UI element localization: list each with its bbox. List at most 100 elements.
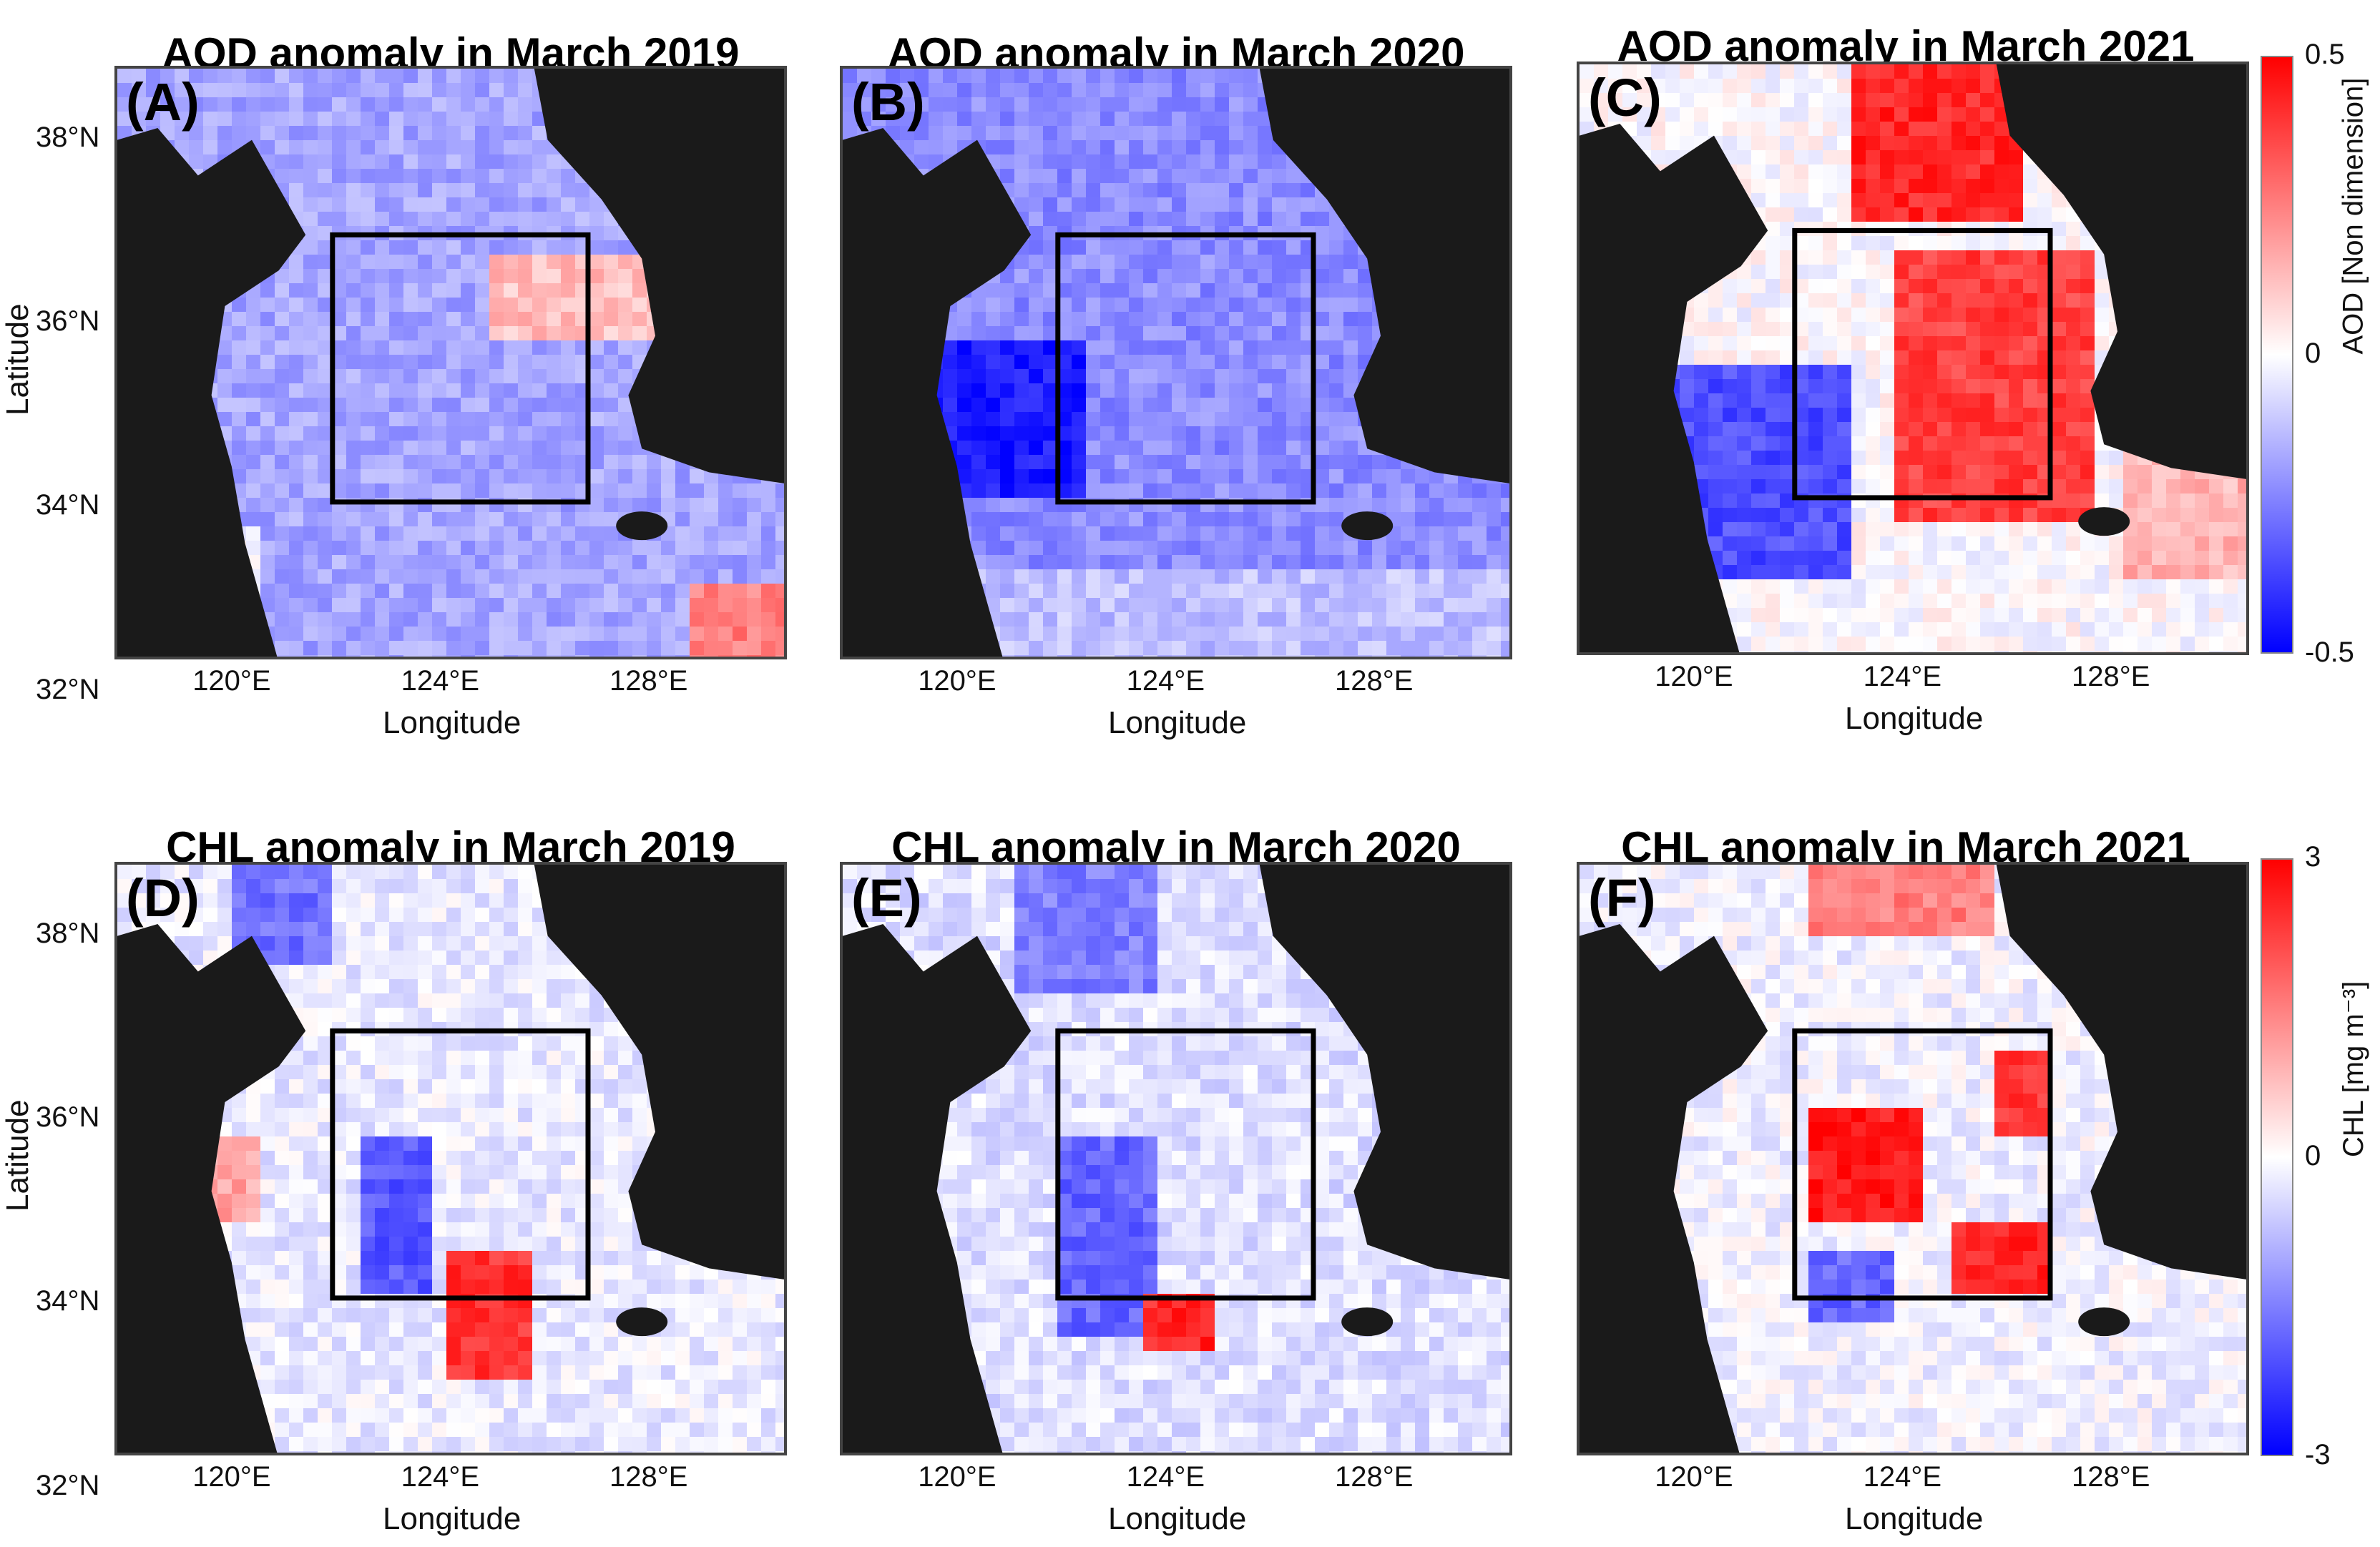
anomaly-cell — [1608, 79, 1622, 93]
anomaly-cell — [432, 469, 446, 483]
anomaly-cell — [1186, 655, 1200, 657]
anomaly-cell — [1200, 140, 1215, 154]
anomaly-cell — [1014, 498, 1029, 512]
anomaly-cell — [461, 398, 475, 412]
anomaly-cell — [361, 555, 375, 569]
anomaly-cell — [1215, 298, 1229, 312]
anomaly-cell — [489, 83, 504, 97]
anomaly-cell — [260, 355, 275, 369]
lon-tick-label: 128°E — [1335, 665, 1414, 697]
anomaly-cell — [489, 627, 504, 641]
anomaly-cell — [1286, 398, 1301, 412]
anomaly-cell — [389, 212, 403, 226]
anomaly-cell — [943, 398, 957, 412]
anomaly-cell — [1923, 293, 1937, 308]
anomaly-cell — [475, 312, 489, 326]
anomaly-cell — [1909, 64, 1923, 79]
map-panel-3[interactable]: (C) — [1577, 62, 2249, 655]
anomaly-cell — [418, 483, 432, 498]
map-panel-1[interactable]: (A) — [114, 66, 787, 659]
anomaly-cell — [518, 269, 532, 283]
anomaly-cell — [1186, 398, 1200, 412]
anomaly-cell — [2080, 308, 2095, 322]
anomaly-cell — [1343, 369, 1358, 383]
anomaly-cell — [1172, 126, 1186, 140]
anomaly-cell — [1086, 355, 1100, 369]
anomaly-cell — [1472, 569, 1487, 584]
anomaly-cell — [489, 312, 504, 326]
anomaly-cell — [518, 197, 532, 212]
anomaly-cell — [1000, 569, 1014, 584]
anomaly-cell — [1794, 308, 1808, 322]
anomaly-cell — [432, 126, 446, 140]
anomaly-cell — [361, 197, 375, 212]
anomaly-cell — [1909, 107, 1923, 122]
anomaly-cell — [532, 369, 547, 383]
anomaly-cell — [986, 355, 1000, 369]
anomaly-cell — [775, 483, 784, 498]
anomaly-cell — [1229, 398, 1243, 412]
anomaly-cell — [1229, 169, 1243, 183]
anomaly-cell — [632, 655, 647, 657]
anomaly-cell — [1215, 612, 1229, 627]
anomaly-cell — [1980, 236, 1994, 250]
anomaly-cell — [1129, 340, 1143, 355]
anomaly-cell — [1708, 322, 1723, 336]
anomaly-cell — [318, 598, 332, 612]
anomaly-cell — [943, 112, 957, 126]
anomaly-cell — [1014, 126, 1029, 140]
anomaly-cell — [361, 240, 375, 255]
anomaly-cell — [1215, 383, 1229, 398]
anomaly-cell — [1043, 69, 1057, 83]
anomaly-cell — [389, 169, 403, 183]
anomaly-cell — [1200, 469, 1215, 483]
anomaly-cell — [418, 240, 432, 255]
anomaly-cell — [1258, 383, 1272, 398]
anomaly-cell — [1343, 269, 1358, 283]
anomaly-cell — [2052, 279, 2066, 293]
anomaly-cell — [1200, 255, 1215, 269]
anomaly-cell — [1343, 569, 1358, 584]
anomaly-cell — [475, 541, 489, 555]
jeju-island — [616, 511, 668, 541]
anomaly-cell — [575, 627, 589, 641]
anomaly-cell — [1444, 483, 1458, 498]
anomaly-cell — [346, 627, 361, 641]
anomaly-cell — [532, 140, 547, 154]
anomaly-cell — [318, 340, 332, 355]
anomaly-cell — [532, 526, 547, 541]
anomaly-cell — [1966, 322, 1980, 336]
anomaly-cell — [246, 498, 260, 512]
anomaly-cell — [1980, 164, 1994, 179]
anomaly-cell — [675, 627, 690, 641]
anomaly-cell — [589, 369, 604, 383]
anomaly-cell — [1129, 483, 1143, 498]
anomaly-cell — [475, 612, 489, 627]
anomaly-cell — [1751, 365, 1766, 379]
anomaly-cell — [1315, 283, 1329, 298]
anomaly-cell — [1894, 64, 1909, 79]
anomaly-cell — [1751, 193, 1766, 207]
anomaly-cell — [461, 355, 475, 369]
anomaly-cell — [1694, 336, 1708, 350]
anomaly-cell — [1143, 269, 1157, 283]
anomaly-cell — [1694, 350, 1708, 365]
anomaly-cell — [432, 455, 446, 469]
anomaly-cell — [1358, 326, 1372, 340]
anomaly-cell — [1243, 255, 1258, 269]
anomaly-cell — [518, 483, 532, 498]
anomaly-cell — [461, 126, 475, 140]
anomaly-cell — [403, 569, 418, 584]
anomaly-cell — [1866, 350, 1880, 365]
anomaly-cell — [1258, 283, 1272, 298]
anomaly-cell — [1057, 526, 1072, 541]
map-panel-2[interactable]: (B) — [840, 66, 1512, 659]
anomaly-cell — [2052, 293, 2066, 308]
lon-tick-label: 120°E — [918, 665, 996, 697]
anomaly-cell — [1072, 312, 1086, 326]
anomaly-cell — [1808, 322, 1823, 336]
anomaly-cell — [1014, 255, 1029, 269]
anomaly-cell — [403, 555, 418, 569]
anomaly-cell — [1708, 107, 1723, 122]
anomaly-cell — [432, 369, 446, 383]
